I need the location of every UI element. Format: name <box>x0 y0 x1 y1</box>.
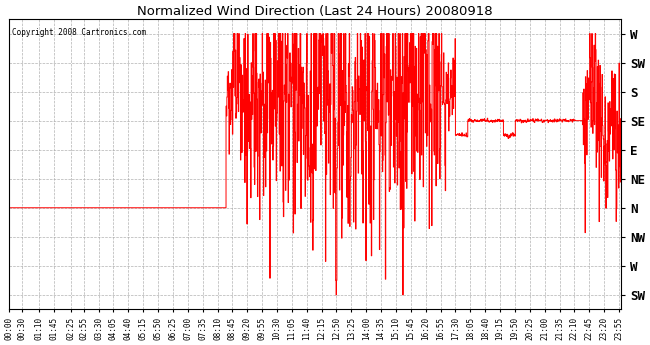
Text: Copyright 2008 Cartronics.com: Copyright 2008 Cartronics.com <box>12 28 146 37</box>
Title: Normalized Wind Direction (Last 24 Hours) 20080918: Normalized Wind Direction (Last 24 Hours… <box>137 5 493 18</box>
